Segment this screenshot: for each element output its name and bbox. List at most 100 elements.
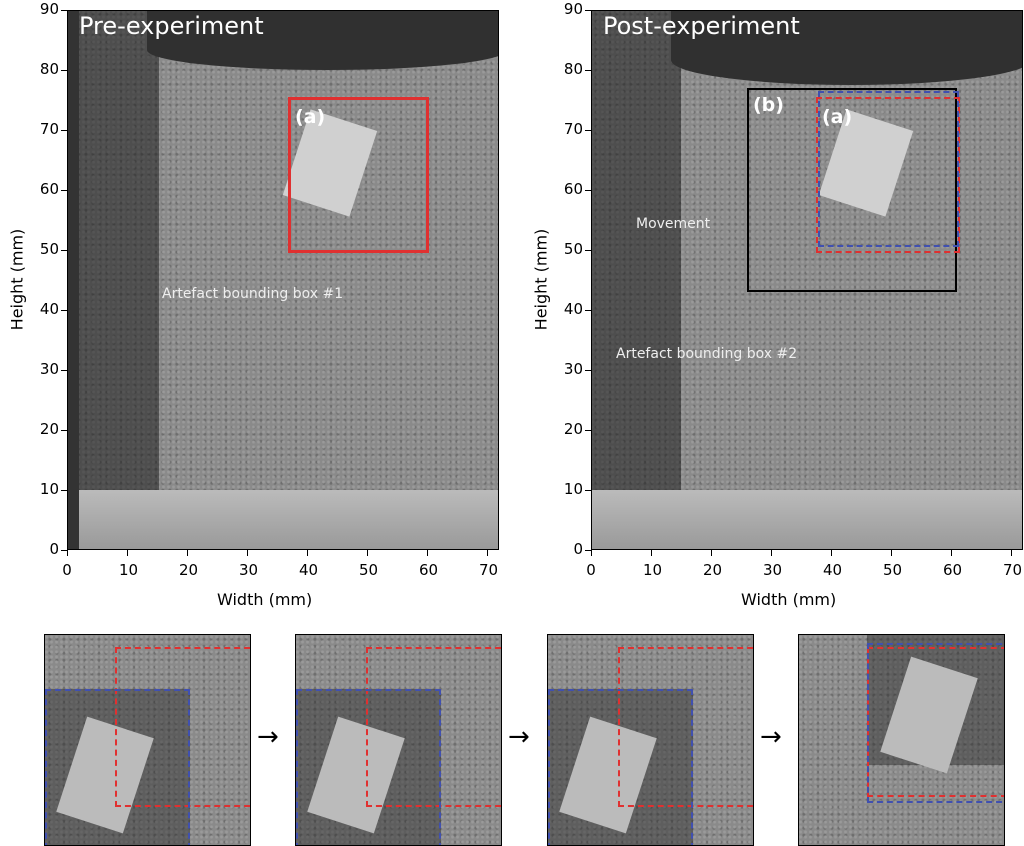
x-tick — [831, 550, 832, 556]
x-tick — [367, 550, 368, 556]
x-tick — [771, 550, 772, 556]
y-tick-label: 60 — [563, 180, 583, 198]
y-tick — [585, 370, 591, 371]
y-axis-label: Height (mm) — [531, 228, 551, 331]
panel-title: Post-experiment — [603, 12, 800, 40]
y-tick-label: 30 — [39, 360, 59, 378]
blue-box — [296, 689, 441, 845]
y-tick — [61, 490, 67, 491]
y-tick-label: 70 — [563, 120, 583, 138]
box-label-a: (a) — [295, 106, 326, 128]
bounding-box-a-registered — [817, 91, 959, 247]
y-tick — [61, 550, 67, 551]
x-tick — [247, 550, 248, 556]
x-tick — [591, 550, 592, 556]
y-tick — [61, 310, 67, 311]
x-tick — [307, 550, 308, 556]
x-tick — [711, 550, 712, 556]
y-axis-label: Height (mm) — [7, 228, 27, 331]
x-tick-label: 30 — [763, 561, 783, 579]
top-void — [671, 10, 1023, 85]
x-tick — [951, 550, 952, 556]
x-tick-label: 40 — [299, 561, 319, 579]
y-tick-label: 0 — [49, 540, 59, 558]
x-tick-label: 10 — [119, 561, 139, 579]
axes-frame — [591, 10, 1023, 550]
x-tick-label: 0 — [586, 561, 596, 579]
sequence-arrow-icon: → — [257, 722, 279, 752]
y-tick-label: 70 — [39, 120, 59, 138]
bounding-box-a — [287, 97, 429, 253]
y-tick — [585, 310, 591, 311]
y-tick-label: 50 — [563, 240, 583, 258]
sequence-arrow-icon: → — [508, 722, 530, 752]
x-tick-label: 50 — [883, 561, 903, 579]
base-region — [67, 490, 499, 550]
x-tick — [127, 550, 128, 556]
y-tick-label: 20 — [563, 420, 583, 438]
x-tick-label: 20 — [703, 561, 723, 579]
y-tick — [585, 250, 591, 251]
y-tick — [61, 10, 67, 11]
x-tick — [1011, 550, 1012, 556]
x-tick-label: 70 — [479, 561, 499, 579]
y-tick-label: 30 — [563, 360, 583, 378]
y-tick — [585, 70, 591, 71]
y-tick — [61, 70, 67, 71]
y-tick — [61, 370, 67, 371]
y-tick-label: 20 — [39, 420, 59, 438]
box-label-b: (b) — [753, 94, 784, 116]
y-tick-label: 50 — [39, 240, 59, 258]
top-void — [147, 10, 499, 70]
y-tick — [585, 430, 591, 431]
x-tick-label: 0 — [62, 561, 72, 579]
dark-region — [591, 10, 681, 500]
red-box — [618, 647, 753, 807]
y-tick — [61, 250, 67, 251]
sequence-frame — [547, 634, 754, 846]
bounding-box-b — [747, 88, 957, 292]
x-tick-label: 60 — [943, 561, 963, 579]
x-tick-label: 60 — [419, 561, 439, 579]
axes-frame — [67, 10, 499, 550]
x-tick-label: 50 — [359, 561, 379, 579]
blue-box — [45, 689, 190, 845]
movement-label: Movement — [636, 216, 711, 232]
bounding-box-a-moved — [816, 97, 960, 253]
ct-image — [591, 10, 1023, 550]
annotation: Artefact bounding box #1 — [162, 286, 344, 302]
red-box — [115, 647, 250, 807]
y-tick — [585, 490, 591, 491]
annotation: Artefact bounding box #2 — [616, 346, 798, 362]
x-tick-label: 20 — [179, 561, 199, 579]
y-tick — [61, 190, 67, 191]
base-region — [591, 490, 1023, 550]
y-tick-label: 60 — [39, 180, 59, 198]
y-tick — [61, 130, 67, 131]
x-tick — [187, 550, 188, 556]
sequence-frame — [798, 634, 1005, 846]
x-tick — [427, 550, 428, 556]
dark-region — [79, 10, 159, 500]
edge — [67, 10, 79, 550]
y-tick — [61, 430, 67, 431]
box-label-a: (a) — [822, 106, 853, 128]
blue-box — [548, 689, 693, 845]
x-tick-label: 30 — [239, 561, 259, 579]
sequence-arrow-icon: → — [760, 722, 782, 752]
sequence-frame — [44, 634, 251, 846]
y-tick-label: 40 — [39, 300, 59, 318]
y-tick-label: 40 — [563, 300, 583, 318]
sequence-frame — [295, 634, 502, 846]
y-tick-label: 80 — [39, 60, 59, 78]
x-axis-label: Width (mm) — [217, 590, 313, 609]
y-tick-label: 90 — [39, 0, 59, 18]
blue-box — [867, 643, 1004, 803]
x-tick-label: 10 — [643, 561, 663, 579]
x-tick-label: 70 — [1003, 561, 1023, 579]
y-tick — [585, 190, 591, 191]
panel-title: Pre-experiment — [79, 12, 264, 40]
y-tick-label: 10 — [39, 480, 59, 498]
y-tick — [585, 550, 591, 551]
x-tick — [67, 550, 68, 556]
